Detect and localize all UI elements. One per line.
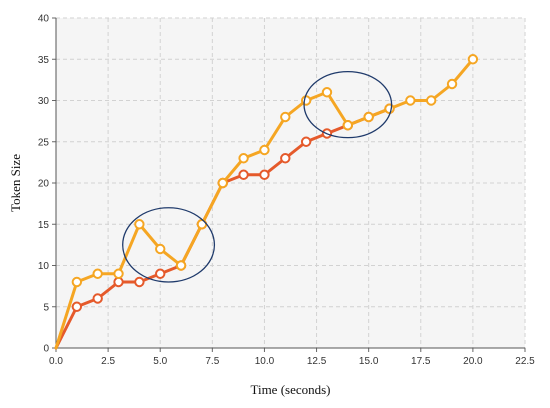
series-1-point bbox=[92, 268, 103, 279]
series-1-point bbox=[155, 243, 166, 255]
x-tick-label: 7.5 bbox=[205, 356, 219, 367]
series-1-point bbox=[175, 260, 187, 271]
series-1-point bbox=[300, 95, 312, 106]
y-axis-title: Token Size bbox=[8, 154, 23, 212]
y-tick-label: 5 bbox=[43, 302, 49, 313]
series-2-point bbox=[238, 169, 249, 180]
series-1-point bbox=[321, 87, 333, 98]
y-tick-label: 10 bbox=[38, 261, 50, 272]
series-1-point bbox=[446, 78, 458, 90]
series-1-point bbox=[217, 177, 228, 189]
series-1-point bbox=[71, 276, 83, 288]
series bbox=[54, 54, 479, 350]
x-tick-label: 0.0 bbox=[49, 356, 63, 367]
series-2-point bbox=[259, 169, 270, 180]
series-2-point bbox=[113, 276, 124, 288]
x-tick-label: 12.5 bbox=[307, 356, 327, 367]
y-tick-label: 35 bbox=[38, 55, 50, 66]
y-tick-label: 40 bbox=[38, 14, 50, 25]
series-1-point bbox=[134, 219, 145, 230]
highlight-ellipse bbox=[122, 207, 216, 283]
annotations bbox=[122, 70, 393, 283]
series-1-point bbox=[363, 111, 374, 123]
x-tick-label: 15.0 bbox=[359, 356, 379, 367]
y-tick-label: 20 bbox=[38, 179, 50, 190]
x-tick-label: 5.0 bbox=[153, 356, 167, 367]
x-tick-label: 17.5 bbox=[411, 356, 431, 367]
series-1 bbox=[54, 54, 479, 350]
series-1-point bbox=[238, 153, 249, 164]
x-tick-label: 22.5 bbox=[515, 356, 535, 367]
y-tick-label: 0 bbox=[43, 344, 49, 355]
y-tick-label: 30 bbox=[38, 96, 50, 107]
x-axis-title: Time (seconds) bbox=[250, 382, 330, 397]
series-1-point bbox=[426, 95, 437, 106]
series-1-point bbox=[113, 268, 124, 279]
x-tick-label: 2.5 bbox=[101, 356, 115, 367]
tick-labels: 0 5 10 15 20 25 30 35 40 0.0 2.5 5.0 7.5 10.0 12.5 15.0… bbox=[38, 14, 535, 368]
grid bbox=[56, 17, 526, 348]
series-1-point bbox=[467, 54, 479, 65]
series-2-point bbox=[280, 153, 291, 164]
series-1-point bbox=[384, 103, 395, 114]
series-2-point bbox=[71, 301, 83, 312]
series-1-point bbox=[405, 95, 416, 106]
x-tick-label: 20.0 bbox=[463, 356, 483, 367]
axes bbox=[52, 17, 526, 352]
y-tick-label: 15 bbox=[38, 220, 50, 231]
series-2-point bbox=[155, 268, 166, 279]
series-1-point bbox=[259, 144, 270, 156]
series-1-point bbox=[280, 111, 291, 123]
x-tick-label: 10.0 bbox=[255, 356, 275, 367]
series-2-point bbox=[92, 293, 103, 304]
highlight-ellipse bbox=[303, 70, 393, 139]
y-tick-label: 25 bbox=[38, 137, 50, 148]
series-2-point bbox=[300, 136, 312, 147]
series-2-point bbox=[134, 276, 145, 288]
series-1-point bbox=[342, 120, 354, 131]
